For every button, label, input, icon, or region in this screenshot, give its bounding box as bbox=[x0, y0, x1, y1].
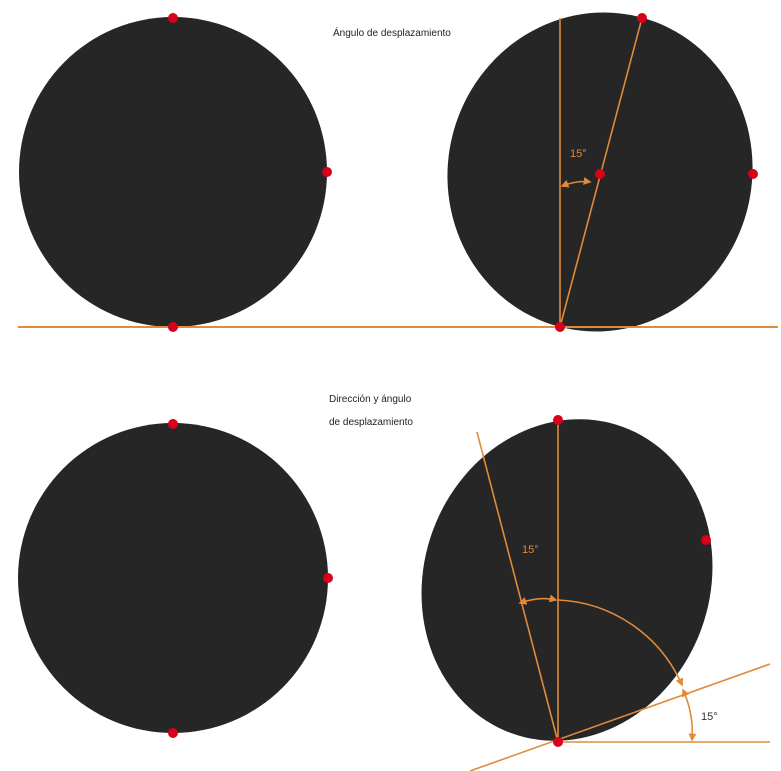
top-angle-arc bbox=[560, 177, 592, 188]
top-angle-label: 15° bbox=[570, 148, 587, 160]
bottom-tilted-axis bbox=[476, 431, 559, 743]
bottom-vertical-angle-arc bbox=[518, 594, 558, 605]
top-right-point-top bbox=[637, 13, 647, 23]
top-left-point-bottom bbox=[168, 322, 178, 332]
bottom-large-arc bbox=[557, 599, 684, 687]
bottom-right-point-right bbox=[701, 535, 711, 545]
bottom-caption-line2: de desplazamiento bbox=[329, 417, 413, 428]
bottom-base-angle-arc bbox=[682, 688, 697, 742]
top-caption: Ángulo de desplazamiento bbox=[333, 26, 451, 39]
top-left-point-right bbox=[322, 167, 332, 177]
top-left-point-top bbox=[168, 13, 178, 23]
bottom-left-point-top bbox=[168, 419, 178, 429]
bottom-left-circle bbox=[18, 423, 328, 733]
top-right-point-bottom bbox=[555, 322, 565, 332]
bottom-left-point-bottom bbox=[168, 728, 178, 738]
bottom-caption-line1: Dirección y ángulo bbox=[329, 394, 412, 405]
top-right-point-right bbox=[748, 169, 758, 179]
bottom-right-point-bottom bbox=[553, 737, 563, 747]
top-right-tilted-ellipse bbox=[447, 12, 753, 332]
top-right-point-center bbox=[595, 169, 605, 179]
bottom-right-point-top bbox=[553, 415, 563, 425]
bottom-vertical-angle-label: 15° bbox=[522, 544, 539, 556]
top-left-circle bbox=[19, 17, 327, 327]
bottom-left-point-right bbox=[323, 573, 333, 583]
bottom-direction-line bbox=[469, 663, 771, 771]
bottom-base-angle-label: 15° bbox=[701, 711, 718, 723]
